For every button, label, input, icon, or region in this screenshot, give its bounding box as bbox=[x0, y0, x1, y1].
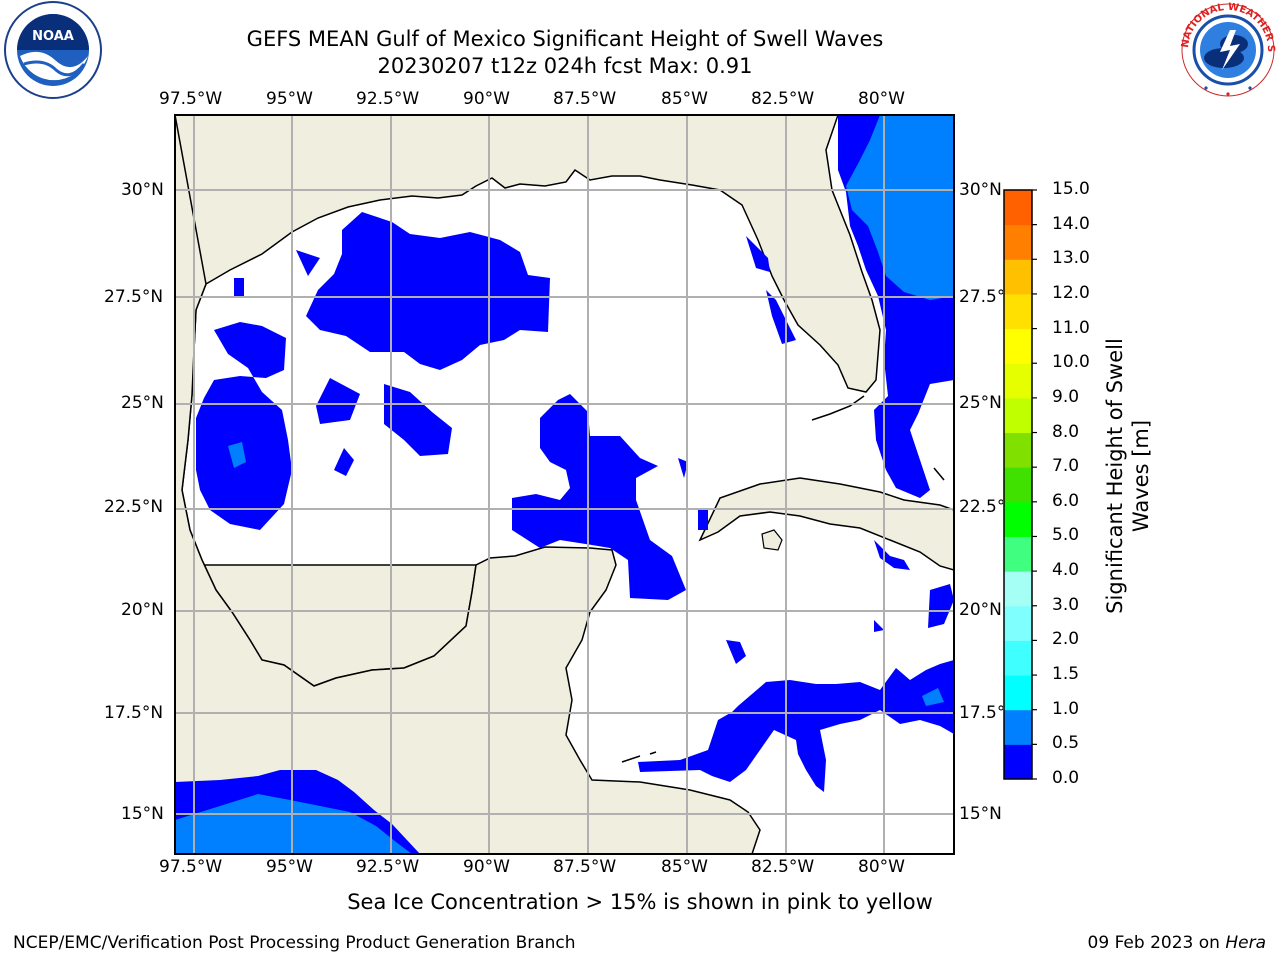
lon-label-bottom: 90°W bbox=[463, 857, 510, 877]
colorbar bbox=[1003, 189, 1037, 780]
lon-label-bottom: 82.5°W bbox=[751, 857, 815, 877]
lon-label-top: 92.5°W bbox=[356, 89, 420, 109]
colorbar-tick-label: 0.0 bbox=[1052, 768, 1080, 788]
colorbar-segment bbox=[1004, 744, 1032, 780]
footer-date: 09 Feb 2023 on Hera bbox=[1088, 933, 1266, 953]
lat-label-left: 27.5°N bbox=[104, 287, 164, 307]
colorbar-title-line1: Significant Height of Swell bbox=[1103, 338, 1127, 614]
lon-label-top: 82.5°W bbox=[751, 89, 815, 109]
colorbar-segment bbox=[1004, 675, 1032, 711]
colorbar-segment bbox=[1004, 501, 1032, 537]
land-keys bbox=[811, 395, 865, 421]
sea-ice-note-text: Sea Ice Concentration > 15% is shown in … bbox=[347, 890, 933, 914]
lon-label-bottom: 95°W bbox=[266, 857, 313, 877]
lat-label-right: 25°N bbox=[959, 393, 1002, 413]
colorbar-segment bbox=[1004, 293, 1032, 330]
colorbar-segment bbox=[1004, 571, 1032, 607]
colorbar-segment bbox=[1004, 432, 1032, 468]
colorbar-tick-label: 1.5 bbox=[1052, 664, 1080, 685]
lon-label-bottom: 85°W bbox=[661, 857, 708, 877]
noaa-logo: NOAA bbox=[4, 1, 102, 99]
colorbar-tick-label: 6.0 bbox=[1052, 490, 1080, 511]
colorbar-segment bbox=[1004, 328, 1032, 364]
colorbar-tick-label: 12.0 bbox=[1052, 282, 1090, 303]
colorbar-segment bbox=[1004, 536, 1032, 572]
noaa-logo-text: NOAA bbox=[32, 29, 74, 44]
lon-label-top: 85°W bbox=[661, 89, 708, 109]
lon-label-top: 87.5°W bbox=[553, 89, 617, 109]
colorbar-segment bbox=[1004, 605, 1032, 641]
colorbar-tick-label: 13.0 bbox=[1052, 248, 1090, 269]
colorbar-segment bbox=[1004, 640, 1032, 676]
lon-label-top: 95°W bbox=[266, 89, 313, 109]
colorbar-segment bbox=[1004, 467, 1032, 503]
colorbar-tick-label: 1.0 bbox=[1052, 698, 1080, 719]
map-frame bbox=[174, 114, 955, 855]
lon-label-top: 80°W bbox=[858, 89, 905, 109]
chart-title: GEFS MEAN Gulf of Mexico Significant Hei… bbox=[246, 27, 884, 51]
colorbar-segment bbox=[1004, 397, 1032, 434]
colorbar-segment bbox=[1004, 224, 1032, 260]
lat-label-left: 17.5°N bbox=[104, 703, 164, 723]
lat-label-left: 22.5°N bbox=[104, 497, 164, 517]
colorbar-tick-label: 8.0 bbox=[1052, 421, 1080, 442]
lat-label-right: 27.5°N bbox=[959, 287, 1003, 307]
sea-ice-note: Sea Ice Concentration > 15% is shown in … bbox=[0, 890, 1280, 914]
colorbar-segment bbox=[1004, 709, 1032, 745]
lat-label-left: 20°N bbox=[121, 600, 164, 620]
swell-field bbox=[175, 115, 954, 854]
lon-label-bottom: 97.5°W bbox=[159, 857, 223, 877]
colorbar-frame bbox=[1003, 189, 1033, 780]
colorbar-tick-label: 10.0 bbox=[1052, 352, 1090, 373]
footer-host: Hera bbox=[1225, 933, 1266, 953]
lat-label-right: 22.5°N bbox=[959, 497, 1003, 517]
lon-label-top: 97.5°W bbox=[159, 89, 223, 109]
lon-label-bottom: 80°W bbox=[858, 857, 905, 877]
lat-label-right: 17.5°N bbox=[959, 703, 1003, 723]
colorbar-tick-label: 11.0 bbox=[1052, 317, 1090, 338]
colorbar-tick-label: 9.0 bbox=[1052, 386, 1080, 407]
colorbar-tick-label: 7.0 bbox=[1052, 456, 1080, 477]
lat-label-left: 30°N bbox=[121, 180, 164, 200]
colorbar-segment bbox=[1004, 363, 1032, 399]
colorbar-title-line2: Waves [m] bbox=[1129, 419, 1153, 533]
lon-label-bottom: 87.5°W bbox=[553, 857, 617, 877]
colorbar-tick-label: 2.0 bbox=[1052, 629, 1080, 650]
chart-subtitle: 20230207 t12z 024h fcst Max: 0.91 bbox=[377, 54, 753, 78]
footer-credit: NCEP/EMC/Verification Post Processing Pr… bbox=[13, 933, 576, 953]
colorbar-tick-label: 3.0 bbox=[1052, 594, 1080, 615]
land-cuba bbox=[698, 477, 954, 571]
lon-label-top: 90°W bbox=[463, 89, 510, 109]
lat-label-right: 20°N bbox=[959, 600, 1002, 620]
nws-logo: NATIONAL WEATHER SERVICE bbox=[1178, 0, 1276, 97]
colorbar-tick-label: 15.0 bbox=[1052, 179, 1090, 199]
land-cayman bbox=[621, 751, 657, 763]
lat-label-left: 25°N bbox=[121, 393, 164, 413]
colorbar-segment bbox=[1004, 259, 1032, 295]
colorbar-tick-label: 14.0 bbox=[1052, 213, 1090, 234]
lat-label-right: 15°N bbox=[959, 804, 1002, 824]
footer-date-text: 09 Feb 2023 on bbox=[1087, 933, 1226, 953]
graticule bbox=[175, 115, 954, 854]
colorbar-tick-label: 5.0 bbox=[1052, 525, 1080, 546]
lat-label-left: 15°N bbox=[121, 804, 164, 824]
lon-label-bottom: 92.5°W bbox=[356, 857, 420, 877]
colorbar-segment bbox=[1004, 190, 1032, 226]
lat-label-right: 30°N bbox=[959, 180, 1002, 200]
colorbar-tick-label: 0.5 bbox=[1052, 733, 1080, 754]
land-isle-of-youth bbox=[761, 529, 783, 551]
colorbar-tick-label: 4.0 bbox=[1052, 560, 1080, 581]
